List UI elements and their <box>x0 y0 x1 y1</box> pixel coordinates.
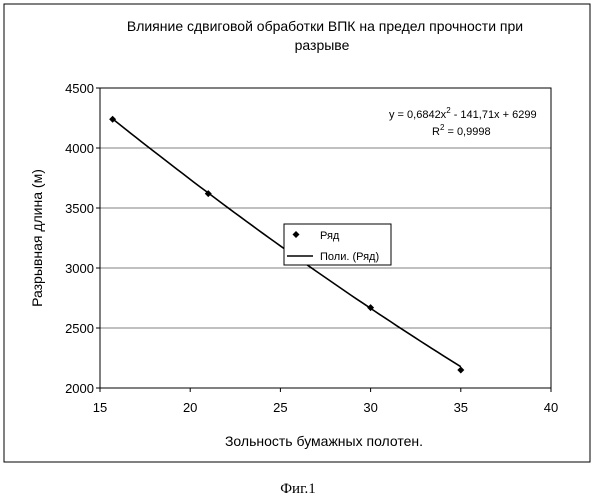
x-tick-label-25: 25 <box>273 400 287 415</box>
equation-rest: - 141,71x + 6299 <box>451 109 537 121</box>
legend-label-fit: Поли. (Ряд) <box>320 251 379 263</box>
x-tick-label-20: 20 <box>183 400 197 415</box>
x-axis-label: Зольность бумажных полотен. <box>225 433 423 449</box>
x-tick-label-30: 30 <box>363 400 377 415</box>
equation-main: y = 0,6842x <box>389 109 447 121</box>
r2-prefix: R <box>432 126 440 138</box>
legend: Ряд Поли. (Ряд) <box>284 224 391 265</box>
trendline-equation: y = 0,6842x2 - 141,71x + 6299 <box>389 106 537 121</box>
y-tick-label-4000: 4000 <box>65 141 94 156</box>
y-axis-label: Разрывная длина (м) <box>29 169 45 307</box>
chart-title-line-2: разрыве <box>295 37 350 53</box>
legend-label-series: Ряд <box>320 230 340 242</box>
y-tick-label-3000: 3000 <box>65 261 94 276</box>
y-tick-label-3500: 3500 <box>65 201 94 216</box>
r2-value: = 0,9998 <box>444 126 490 138</box>
x-tick-label-40: 40 <box>544 400 558 415</box>
chart-title-line-1: Влияние сдвиговой обработки ВПК на преде… <box>127 18 523 34</box>
y-tick-label-2500: 2500 <box>65 321 94 336</box>
x-tick-label-15: 15 <box>93 400 107 415</box>
y-tick-label-2000: 2000 <box>65 381 94 396</box>
y-tick-label-4500: 4500 <box>65 81 94 96</box>
x-tick-label-35: 35 <box>454 400 468 415</box>
figure-caption: Фиг.1 <box>280 481 316 497</box>
